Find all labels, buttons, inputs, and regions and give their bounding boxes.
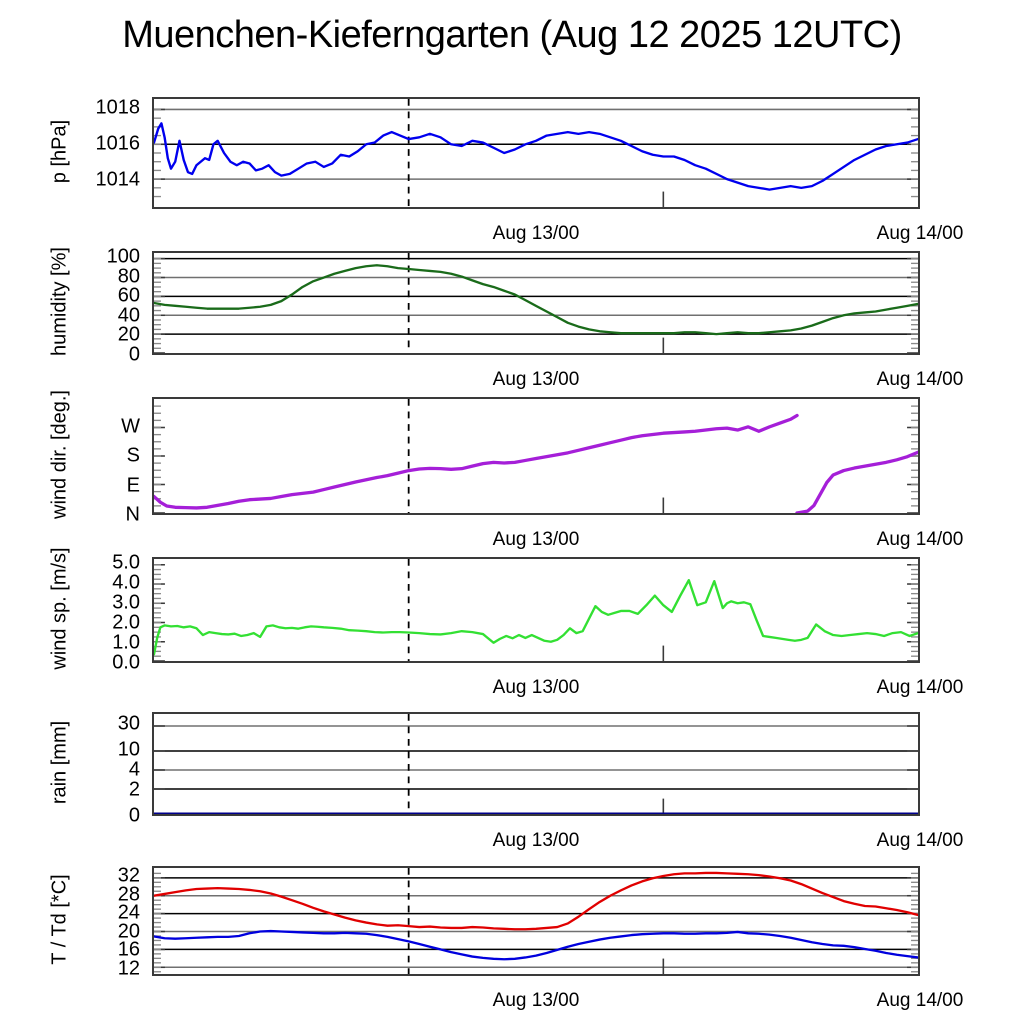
panel-rain: rain [mm] 0 2 4 10 30 Aug 13/00 Aug 14/00 (0, 712, 1024, 862)
y-tick-temperature_dewpoint-4: 28 (117, 883, 140, 906)
y-tick-temperature_dewpoint-1: 16 (117, 938, 140, 961)
y-tick-humidity-3: 60 (117, 284, 140, 307)
x-tick-label-temperature_dewpoint-1: Aug 14/00 (876, 990, 964, 1011)
y-tick-pressure-2: 1018 (95, 96, 141, 119)
x-tick-label-temperature_dewpoint-0: Aug 13/00 (492, 990, 580, 1011)
y-tick-wind_speed-5: 5.0 (112, 551, 140, 574)
y-tick-rain-4: 30 (117, 712, 140, 735)
panel-temperature_dewpoint: T / Td [*C] 12 16 20 24 28 32 Aug 13/00 Aug 14/0… (0, 864, 1024, 1022)
y-tick-pressure-1: 1016 (95, 132, 141, 155)
y-tick-temperature_dewpoint-0: 12 (117, 957, 140, 980)
panel-humidity: humidity [%] 0 20 40 60 80 100 Aug 13/00 Aug 14/… (0, 245, 1024, 401)
y-tick-labels-temperature_dewpoint: 12 16 20 24 28 32 (0, 864, 148, 980)
y-tick-labels-humidity: 0 20 40 60 80 100 (0, 245, 148, 365)
y-tick-wind_speed-3: 3.0 (112, 591, 140, 614)
x-tick-label-wind_direction-0: Aug 13/00 (492, 529, 580, 550)
y-tick-rain-0: 0 (128, 804, 140, 827)
y-tick-humidity-2: 40 (117, 304, 140, 327)
y-tick-wind_speed-2: 2.0 (112, 611, 140, 634)
x-tick-label-humidity-0: Aug 13/00 (492, 369, 580, 390)
y-tick-labels-pressure: 1014 1016 1018 (0, 96, 148, 209)
y-tick-labels-rain: 0 2 4 10 30 (0, 712, 148, 827)
y-tick-humidity-0: 0 (128, 343, 140, 366)
page-title: Muenchen-Kieferngarten (Aug 12 2025 12UT… (122, 14, 902, 56)
x-tick-label-wind_speed-1: Aug 14/00 (876, 677, 964, 698)
x-tick-label-pressure-1: Aug 14/00 (876, 223, 964, 244)
y-tick-temperature_dewpoint-2: 20 (117, 920, 140, 943)
series-p (154, 122, 918, 191)
plot-area-pressure (152, 97, 920, 209)
panel-wind_direction: wind dir. [deg.] N E S W Aug 13/00 Aug 14/00 (0, 390, 1024, 561)
y-tick-wind_direction-2: S (126, 444, 140, 467)
x-tick-label-pressure-0: Aug 13/00 (492, 223, 580, 244)
y-tick-pressure-0: 1014 (95, 168, 141, 191)
y-tick-rain-1: 2 (128, 778, 140, 801)
plot-area-temperature_dewpoint (152, 866, 920, 976)
y-tick-temperature_dewpoint-3: 24 (117, 901, 140, 924)
y-tick-wind_speed-1: 1.0 (112, 631, 140, 654)
y-tick-humidity-5: 100 (106, 245, 140, 268)
y-tick-wind_speed-4: 4.0 (112, 571, 140, 594)
series-Td (154, 929, 918, 961)
y-tick-labels-wind_speed: 0.0 1.0 2.0 3.0 4.0 5.0 (0, 552, 148, 674)
series-ff (154, 579, 918, 656)
y-tick-rain-2: 4 (128, 758, 140, 781)
panel-wind_speed: wind sp. [m/s] 0.0 1.0 2.0 3.0 4.0 5.0 Aug 13/0… (0, 547, 1024, 709)
plot-area-rain (152, 712, 920, 816)
plot-area-humidity (152, 251, 920, 355)
series-RH (154, 264, 918, 336)
x-tick-label-rain-1: Aug 14/00 (876, 830, 964, 851)
y-tick-wind_direction-0: N (125, 503, 140, 526)
y-tick-humidity-4: 80 (117, 265, 140, 287)
x-tick-label-wind_direction-1: Aug 14/00 (876, 529, 964, 550)
series-T (154, 871, 918, 931)
x-tick-label-wind_speed-0: Aug 13/00 (492, 677, 580, 698)
plot-area-wind_speed (152, 557, 920, 663)
panel-pressure: p [hPa] 1014 1016 1018 Aug 13/00 Aug 14/00 (0, 96, 1024, 255)
y-tick-wind_speed-0: 0.0 (112, 651, 140, 674)
y-tick-temperature_dewpoint-5: 32 (117, 864, 140, 887)
y-tick-wind_direction-1: E (126, 474, 140, 496)
y-tick-rain-3: 10 (117, 738, 140, 761)
plot-area-wind_direction (152, 397, 920, 515)
y-tick-humidity-1: 20 (117, 323, 140, 346)
x-tick-label-rain-0: Aug 13/00 (492, 830, 580, 851)
series-dd (154, 413, 799, 510)
series-dd (795, 450, 918, 513)
y-tick-wind_direction-3: W (121, 415, 140, 437)
x-tick-label-humidity-1: Aug 14/00 (876, 369, 964, 390)
